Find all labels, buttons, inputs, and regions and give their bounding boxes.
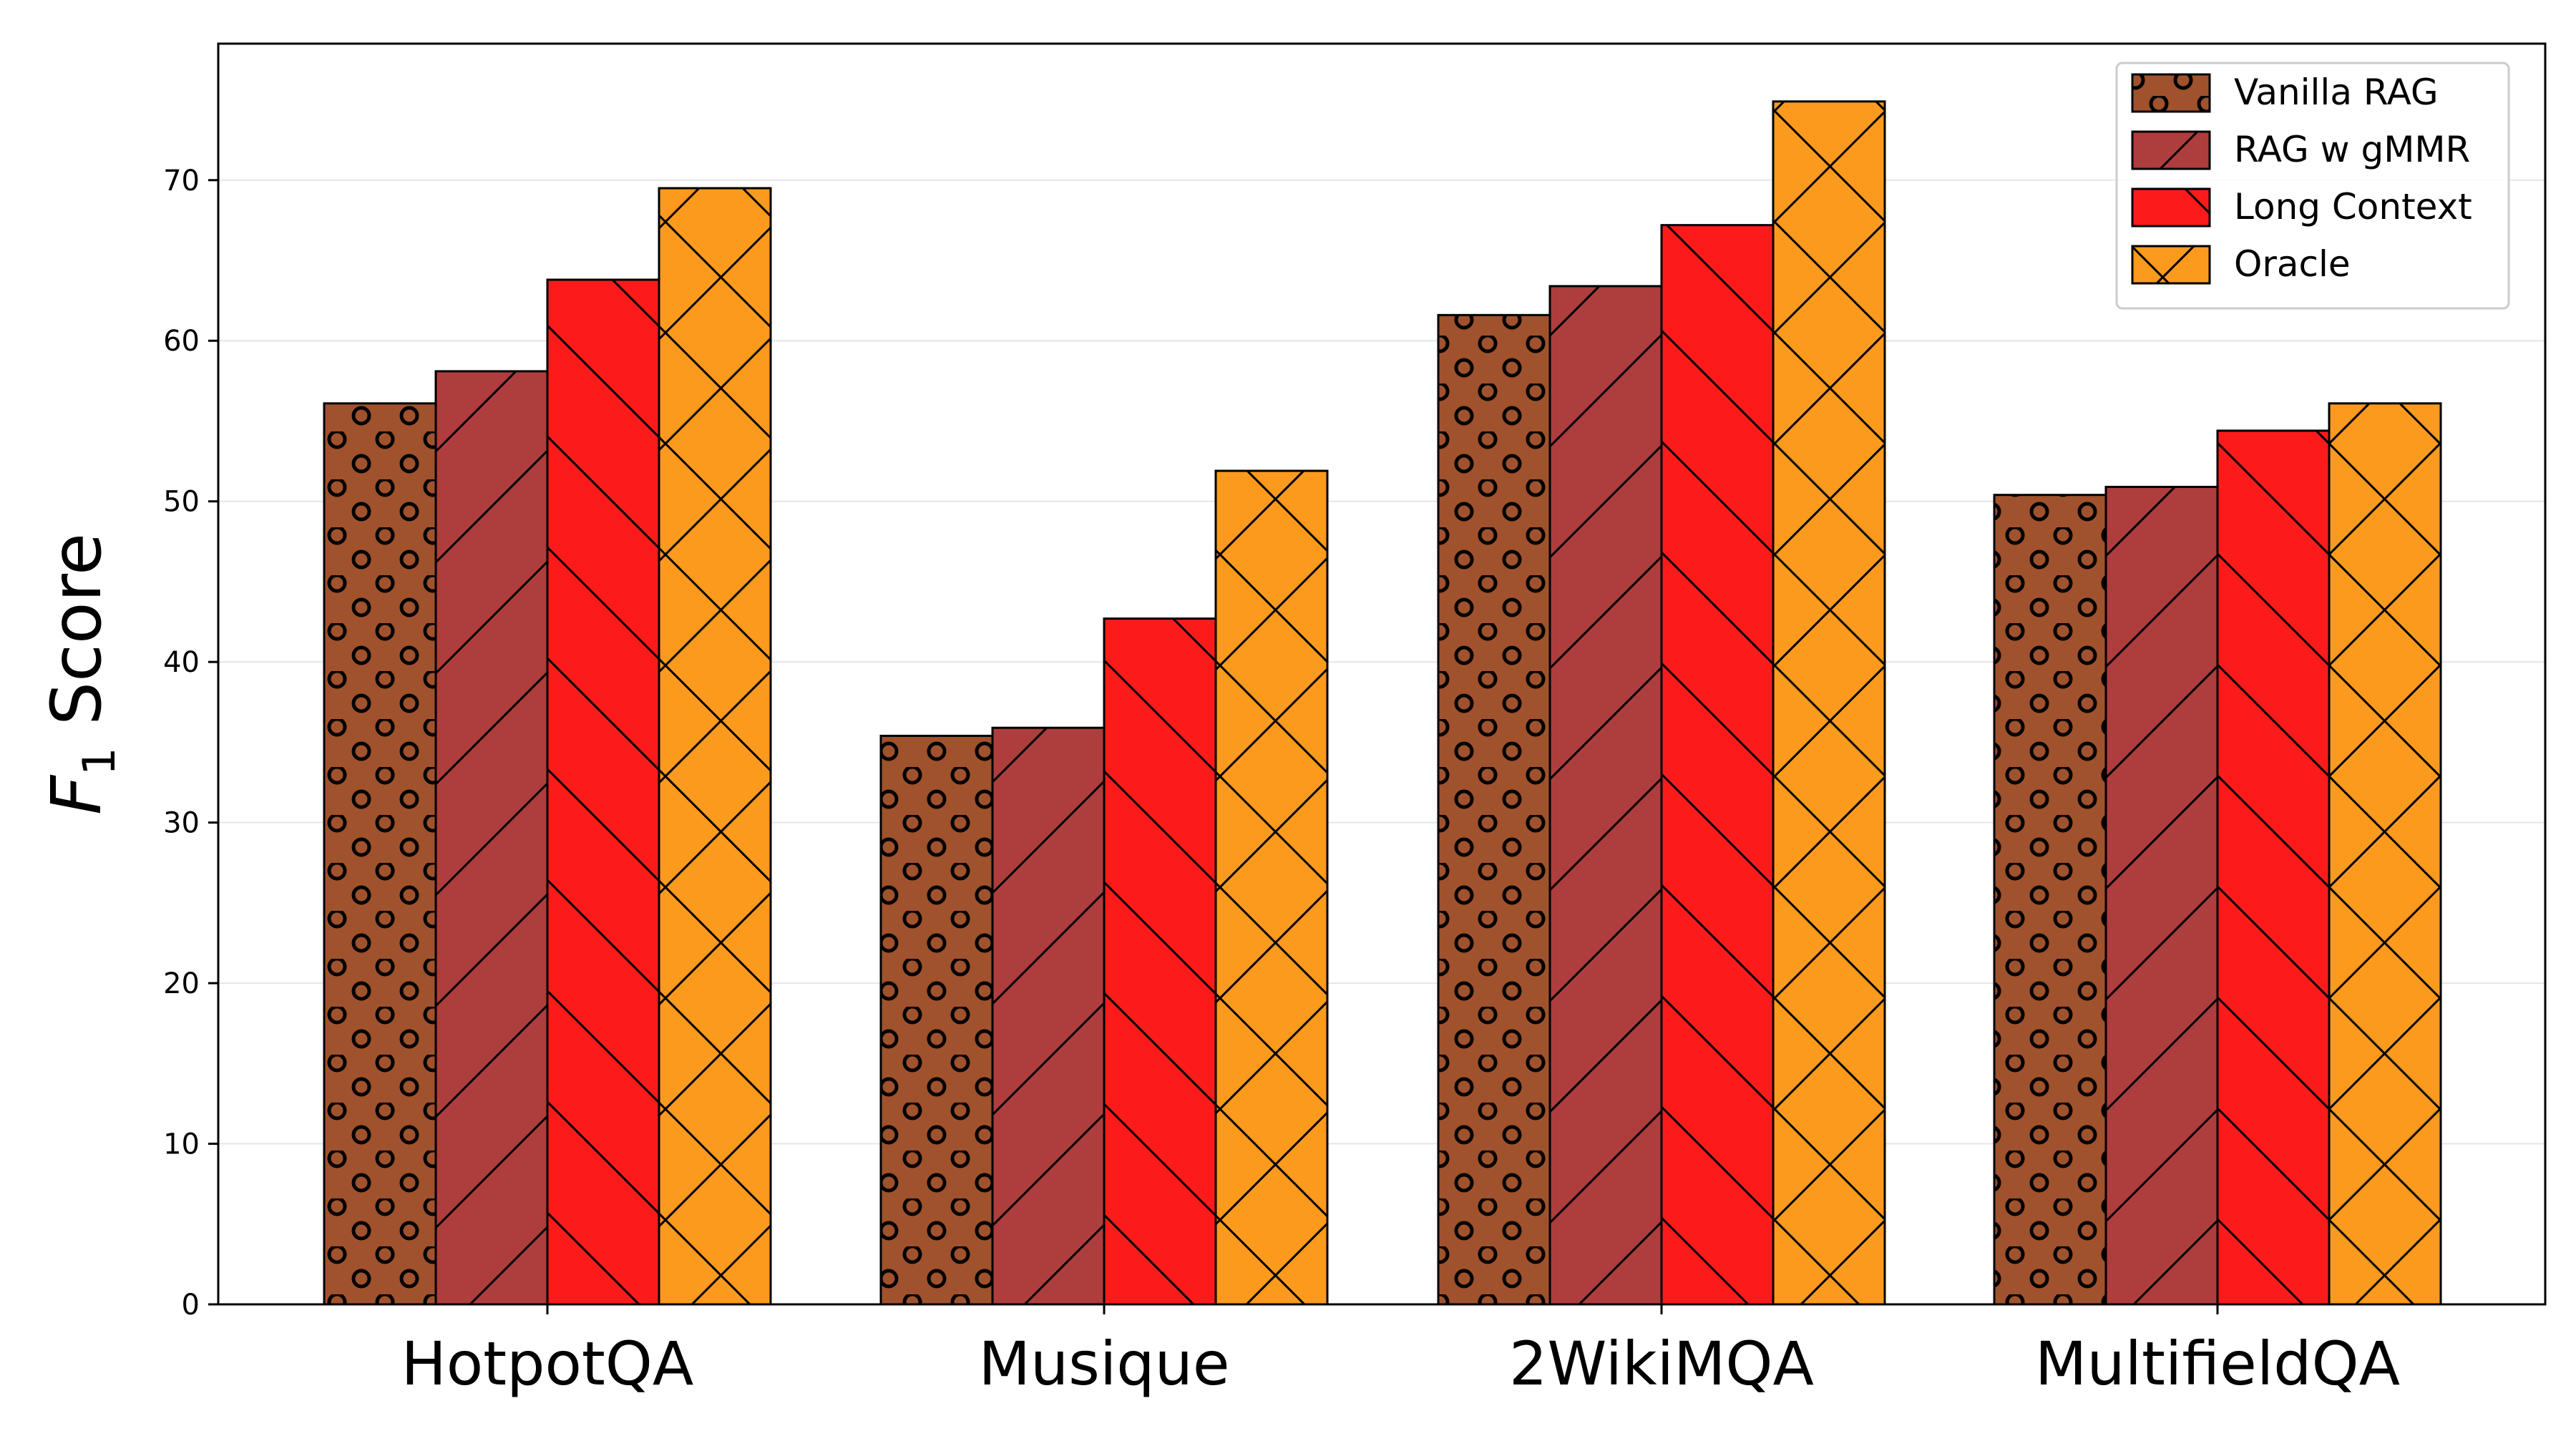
- legend-item-long-context: Long Context: [2131, 186, 2472, 228]
- y-tick-label: 0: [182, 1289, 200, 1322]
- y-tick-label: 40: [163, 646, 200, 679]
- y-tick-label: 70: [163, 165, 200, 197]
- y-axis-label: F1 Score: [36, 533, 125, 815]
- y-tick-label: 10: [163, 1128, 200, 1161]
- x-tick-label: Musique: [978, 1329, 1229, 1399]
- y-tick-label: 30: [163, 807, 200, 840]
- bar-long-context-multifieldqa: [2216, 429, 2331, 1306]
- bar-long-context-hotpotqa: [546, 278, 660, 1306]
- x-tick-label: 2WikiMQA: [1509, 1329, 1814, 1399]
- bar-vanilla-rag-musique: [879, 734, 994, 1306]
- y-tick-label: 50: [163, 486, 200, 519]
- x-tick-label: MultifieldQA: [2035, 1329, 2400, 1399]
- bar-oracle-hotpotqa: [658, 187, 772, 1306]
- legend: Vanilla RAG RAG w gMMR Long Context Oracle: [2115, 62, 2510, 310]
- bars: [323, 100, 2442, 1306]
- bar-vanilla-rag-hotpotqa: [323, 402, 437, 1306]
- x-tick-label: HotpotQA: [401, 1329, 694, 1399]
- legend-label: Vanilla RAG: [2234, 72, 2439, 113]
- legend-item-rag-w-gmmr: RAG w gMMR: [2131, 129, 2470, 170]
- y-tick-label: 20: [163, 967, 200, 1000]
- y-axis: 0 10 20 30 40 50 60 70: [163, 165, 218, 1322]
- x-axis: HotpotQA Musique 2WikiMQA MultifieldQA: [401, 1304, 2400, 1399]
- legend-label: Long Context: [2234, 186, 2472, 228]
- bar-oracle-multifieldqa: [2328, 402, 2442, 1306]
- legend-item-vanilla-rag: Vanilla RAG: [2131, 72, 2439, 113]
- y-tick-label: 60: [163, 325, 200, 358]
- plot-frame: [217, 42, 2547, 1306]
- bar-long-context-musique: [1103, 617, 1217, 1306]
- bar-oracle-musique: [1214, 469, 1329, 1306]
- bar-rag-w-gmmr-2wikimqa: [1548, 285, 1663, 1306]
- bar-oracle-2wikimqa: [1772, 100, 1886, 1306]
- bar-rag-w-gmmr-multifieldqa: [2104, 486, 2219, 1306]
- bar-long-context-2wikimqa: [1660, 224, 1775, 1306]
- bar-rag-w-gmmr-musique: [991, 726, 1106, 1306]
- legend-label: Oracle: [2234, 243, 2351, 285]
- bar-vanilla-rag-multifieldqa: [1993, 494, 2107, 1306]
- bar-rag-w-gmmr-hotpotqa: [434, 370, 549, 1306]
- legend-item-oracle: Oracle: [2131, 243, 2351, 285]
- legend-label: RAG w gMMR: [2234, 129, 2470, 170]
- legend-box: [2115, 62, 2510, 310]
- bar-vanilla-rag-2wikimqa: [1437, 313, 1551, 1306]
